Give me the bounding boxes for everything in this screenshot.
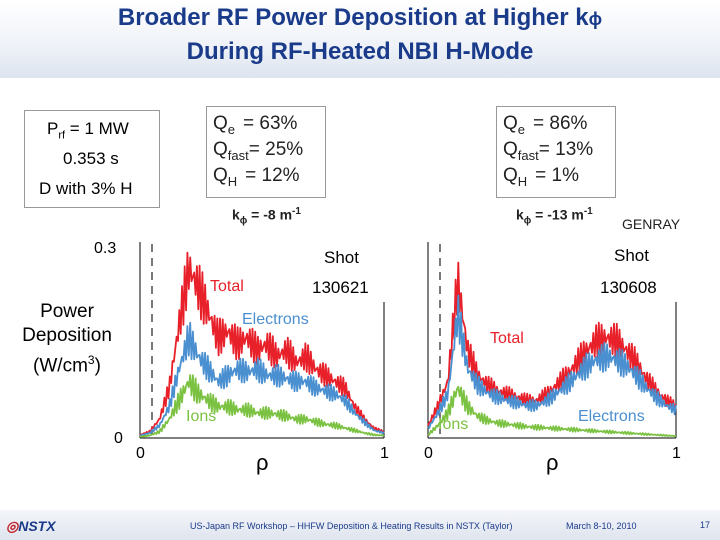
series-label-electrons: Electrons	[578, 408, 645, 425]
slide-title-line2: During RF-Heated NBI H-Mode	[186, 38, 534, 65]
y-tick-zero: 0	[114, 430, 123, 447]
page-number: 17	[700, 520, 711, 530]
series-label-electrons: Electrons	[242, 311, 309, 328]
genray-label: GENRAY	[622, 216, 681, 232]
time-label: 0.353 s	[63, 149, 119, 168]
y-axis-label: Power Deposition (W/cm3)	[22, 301, 112, 377]
series-label-total: Total	[210, 278, 244, 295]
kphi-label-130621: kϕ = -8 m-1	[232, 206, 301, 227]
shot-text: Shot	[614, 246, 649, 265]
logo-mark-icon: ◎	[6, 518, 19, 534]
qfast-row: Qfast= 13%	[503, 139, 594, 163]
footer-bar	[0, 510, 720, 540]
parameters-box: Prf = 1 MW 0.353 s D with 3% H	[24, 110, 160, 208]
series-label-ions: Ions	[186, 408, 216, 425]
title-banner	[0, 0, 720, 78]
series-line-ions	[139, 374, 385, 438]
x-axis-label: ρ	[256, 450, 269, 475]
kphi-label-130608: kϕ = -13 m-1	[516, 206, 593, 227]
footer-center-text: US-Japan RF Workshop – HHFW Deposition &…	[190, 521, 513, 531]
series-line-electrons	[139, 321, 385, 437]
qh-row: QH = 1%	[503, 165, 580, 189]
shot-number: 130621	[312, 278, 369, 297]
chart-panel-130621: Total Electrons Ions 0 1 ρ	[136, 242, 389, 475]
series-label-ions: Ions	[438, 416, 468, 433]
y-tick-max: 0.3	[94, 240, 117, 257]
x-tick-label: 1	[672, 445, 681, 462]
qe-row: Qe = 86%	[503, 113, 588, 137]
plasma-label: D with 3% H	[39, 179, 133, 198]
x-tick-label: 0	[424, 445, 433, 462]
nstx-logo: ◎NSTX	[6, 518, 56, 534]
x-tick-label: 1	[380, 445, 389, 462]
fraction-box-130621: Qe = 63% Qfast= 25% QH = 12%	[206, 106, 326, 198]
slide-title-line1: Broader RF Power Deposition at Higher kϕ	[117, 4, 603, 31]
qh-row: QH = 12%	[213, 165, 300, 189]
series-line-total	[139, 251, 385, 436]
shot-number: 130608	[600, 278, 657, 297]
qe-row: Qe = 63%	[213, 113, 298, 137]
series-line-electrons	[427, 294, 677, 429]
chart-panel-130608: Total Electrons Ions 0 1 ρ	[424, 242, 681, 475]
prf-label: Prf = 1 MW	[47, 119, 129, 142]
shot-label-130608: Shot 130608	[590, 238, 680, 302]
series-label-total: Total	[490, 330, 524, 347]
series-line-ions	[427, 385, 677, 438]
x-axis-label: ρ	[546, 450, 559, 475]
x-tick-label: 0	[136, 445, 145, 462]
qfast-row: Qfast= 25%	[213, 139, 304, 163]
footer-date: March 8-10, 2010	[566, 521, 637, 531]
fraction-box-130608: Qe = 86% Qfast= 13% QH = 1%	[496, 106, 616, 198]
shot-text: Shot	[324, 248, 359, 267]
shot-label-130621: Shot 130621	[300, 240, 388, 302]
series-line-total	[427, 261, 677, 426]
